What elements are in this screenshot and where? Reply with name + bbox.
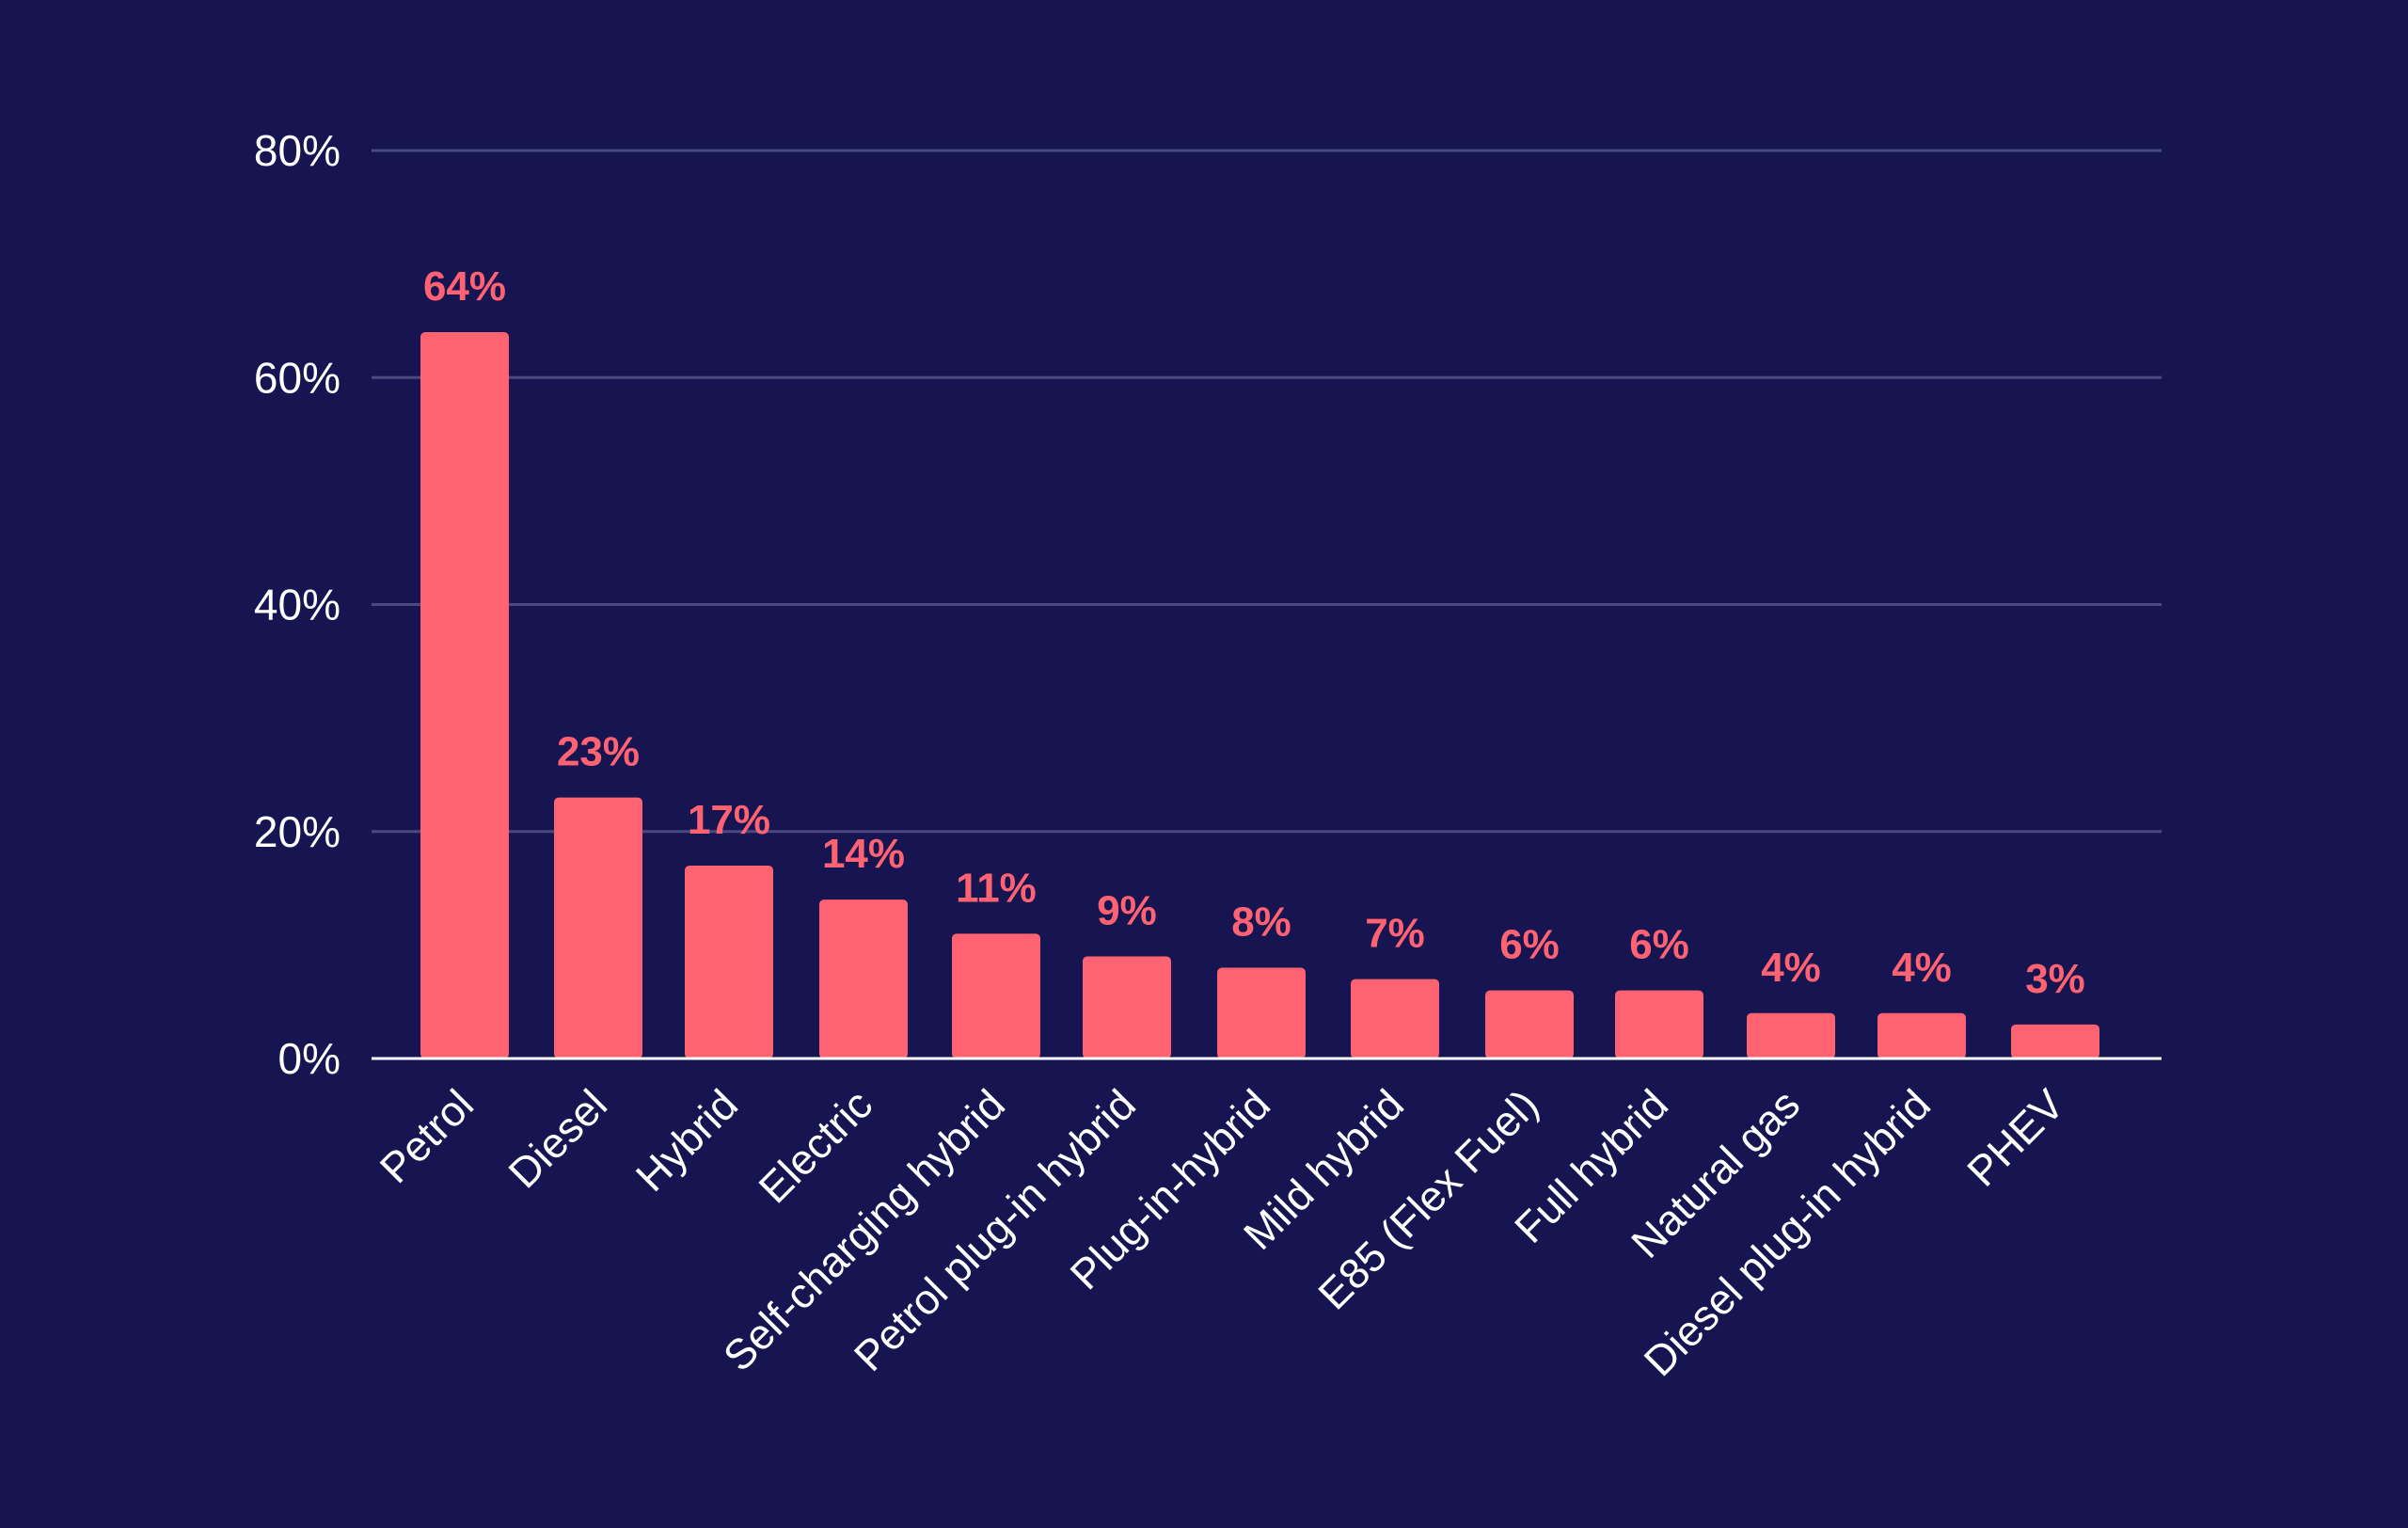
- value-label: 11%: [956, 865, 1037, 911]
- value-label: 7%: [1365, 911, 1425, 957]
- bar: [420, 332, 509, 1058]
- bar: [1747, 1012, 1835, 1058]
- value-label: 23%: [557, 729, 640, 775]
- bar: [554, 797, 642, 1058]
- value-label: 9%: [1097, 887, 1157, 933]
- x-tick-label: Electric: [750, 1080, 881, 1212]
- x-tick-label: PHEV: [1957, 1080, 2073, 1196]
- value-label: 8%: [1231, 899, 1291, 946]
- value-label: 17%: [688, 797, 770, 843]
- value-label: 6%: [1499, 922, 1560, 968]
- value-label: 6%: [1629, 922, 1689, 968]
- x-tick-label: Hybrid: [626, 1080, 747, 1201]
- bar: [685, 865, 773, 1058]
- x-tick-label: Diesel: [499, 1080, 616, 1197]
- y-tick-label: 40%: [254, 581, 341, 629]
- y-tick-label: 60%: [254, 353, 341, 402]
- value-label: 14%: [822, 831, 905, 877]
- y-tick-label: 80%: [254, 126, 341, 175]
- bar: [1485, 990, 1574, 1058]
- value-label: 4%: [1761, 945, 1821, 991]
- x-tick-label: Petrol: [371, 1080, 483, 1192]
- bar: [2011, 1024, 2099, 1058]
- bar: [1351, 979, 1439, 1058]
- bar: [819, 899, 908, 1058]
- bar: [952, 933, 1040, 1058]
- value-label: 4%: [1892, 945, 1952, 991]
- bar: [1877, 1012, 1966, 1058]
- y-tick-label: 20%: [254, 807, 341, 856]
- bar: [1217, 967, 1306, 1058]
- gridlines: [372, 149, 2162, 834]
- bar: [1615, 990, 1703, 1058]
- bars: [420, 332, 2099, 1058]
- bar: [1083, 956, 1171, 1058]
- x-axis-labels: Petrol Diesel Hybrid ElectricSelf-charging …: [371, 1080, 2073, 1385]
- y-tick-label: 0%: [278, 1034, 341, 1083]
- y-axis-ticks: 0% 20% 40% 60% 80%: [254, 126, 341, 1083]
- value-label: 64%: [423, 263, 506, 310]
- value-labels: 64% 23% 17% 14% 11% 9% 8% 7% 6% 6% 4% 4% 3%: [423, 263, 2085, 1002]
- value-label: 3%: [2025, 956, 2085, 1002]
